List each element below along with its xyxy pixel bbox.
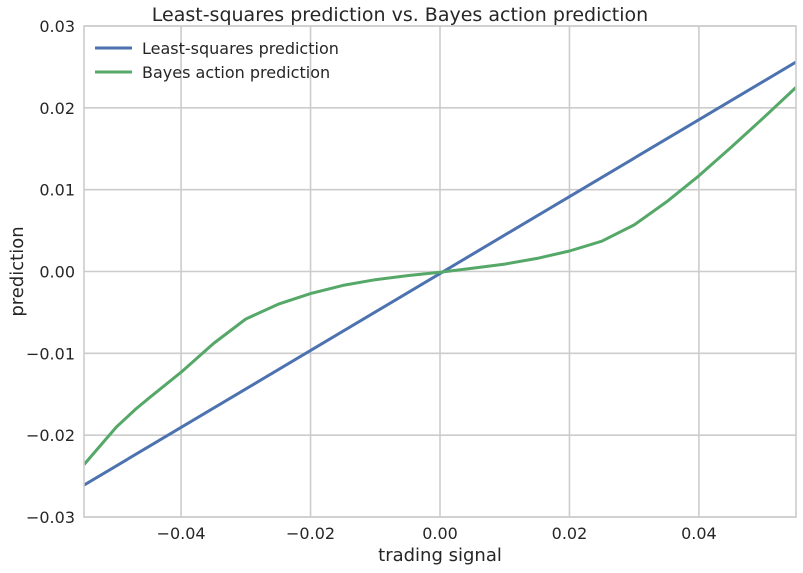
x-tick-label: 0.04 (681, 524, 717, 543)
y-tick-label: 0.01 (39, 181, 75, 200)
x-axis-title: trading signal (378, 545, 502, 566)
y-tick-label: 0.03 (39, 17, 75, 36)
chart-title: Least-squares prediction vs. Bayes actio… (152, 4, 648, 26)
x-tick-label: 0.00 (422, 524, 458, 543)
x-tick-label: −0.02 (286, 524, 335, 543)
y-tick-label: 0.00 (39, 263, 75, 282)
x-tick-label: 0.02 (552, 524, 588, 543)
tick-labels: −0.04 −0.02 0.00 0.02 0.04 −0.03 −0.02 −0.01 0.0… (26, 17, 717, 543)
legend-label-least-squares: Least-squares prediction (142, 39, 339, 58)
legend: Least-squares prediction Bayes action pr… (95, 39, 339, 82)
x-tick-label: −0.04 (157, 524, 206, 543)
legend-label-bayes-action: Bayes action prediction (142, 63, 330, 82)
series-lines (84, 60, 796, 487)
y-tick-label: −0.01 (26, 344, 75, 363)
plot-frame (83, 25, 797, 518)
bayes-action-line (84, 86, 796, 466)
y-tick-label: 0.02 (39, 99, 75, 118)
y-tick-label: −0.02 (26, 426, 75, 445)
y-axis-title: prediction (7, 226, 28, 316)
y-tick-label: −0.03 (26, 508, 75, 527)
